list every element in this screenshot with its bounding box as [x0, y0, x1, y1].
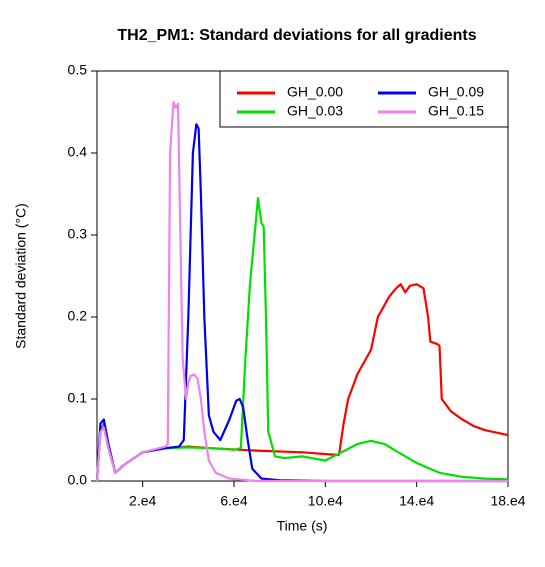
legend-label: GH_0.15	[428, 103, 484, 119]
x-tick-label: 18.e4	[490, 493, 525, 509]
x-tick-label: 6.e4	[220, 493, 247, 509]
y-tick-label: 0.5	[68, 62, 88, 78]
legend-label: GH_0.03	[287, 103, 343, 119]
legend-label: GH_0.00	[287, 84, 343, 100]
x-axis-label: Time (s)	[277, 518, 328, 534]
data-line	[95, 101, 508, 483]
legend-box	[219, 70, 509, 128]
plot-frame	[96, 70, 509, 482]
y-axis-label: Standard deviation (°C)	[13, 203, 29, 349]
data-line	[95, 283, 509, 482]
y-tick-label: 0.4	[68, 144, 88, 160]
legend-label: GH_0.09	[428, 84, 484, 100]
chart-title: TH2_PM1: Standard deviations for all gra…	[117, 27, 476, 44]
y-tick-label: 0.0	[68, 472, 88, 488]
y-tick-label: 0.1	[68, 390, 88, 406]
x-tick-label: 10.e4	[308, 493, 343, 509]
x-tick-label: 2.e4	[129, 493, 156, 509]
x-tick-label: 14.e4	[399, 493, 434, 509]
y-tick-label: 0.2	[68, 308, 88, 324]
data-line	[95, 123, 508, 483]
data-line	[95, 197, 509, 482]
y-tick-label: 0.3	[68, 226, 88, 242]
